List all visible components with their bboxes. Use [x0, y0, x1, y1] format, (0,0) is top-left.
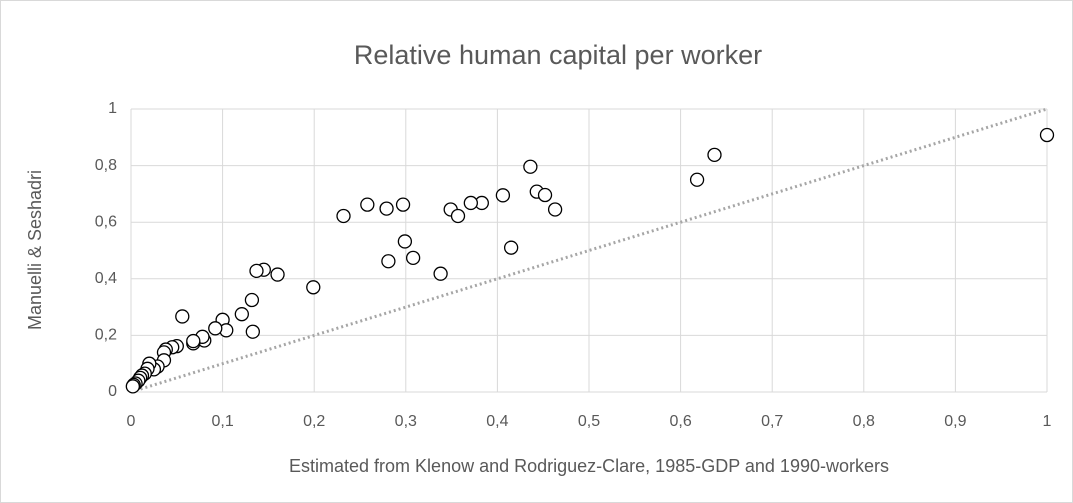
point [707, 147, 722, 162]
point [245, 324, 260, 339]
point [175, 309, 190, 324]
point [405, 250, 421, 266]
point [270, 267, 285, 282]
x-tick-label: 0,9 [944, 413, 966, 430]
point [234, 307, 249, 322]
x-tick-label: 0,8 [853, 413, 875, 430]
point [306, 280, 321, 295]
x-tick-label: 0,2 [303, 413, 325, 430]
x-tick-label: 0,4 [486, 413, 508, 430]
point [208, 321, 223, 336]
x-tick-label: 0,7 [761, 413, 783, 430]
point [244, 292, 260, 308]
chart-title: Relative human capital per worker [354, 40, 762, 70]
point [523, 159, 538, 174]
point [186, 333, 201, 349]
x-tick-label: 0,3 [395, 413, 417, 430]
y-tick-label: 0,6 [95, 213, 117, 230]
point [395, 197, 411, 212]
point [463, 195, 478, 211]
point [125, 379, 140, 394]
y-tick-label: 0 [108, 383, 117, 400]
y-tick-label: 1 [108, 100, 117, 117]
point [1039, 127, 1055, 143]
y-tick-label: 0,2 [95, 327, 117, 344]
x-tick-label: 0,5 [578, 413, 600, 430]
point [495, 188, 511, 203]
point [450, 208, 466, 224]
point [249, 263, 264, 279]
y-tick-label: 0,4 [95, 270, 117, 287]
y-axis-title: Manuelli & Seshadri [25, 170, 45, 330]
point [360, 197, 375, 212]
point [689, 172, 705, 187]
x-tick-label: 0,6 [669, 413, 691, 430]
point [503, 240, 519, 255]
point [379, 201, 394, 216]
x-tick-label: 1 [1043, 413, 1052, 430]
point [381, 254, 396, 269]
y-tick-label: 0,8 [95, 157, 117, 174]
point [433, 266, 448, 281]
point [537, 187, 553, 203]
point [547, 202, 563, 217]
x-axis-title: Estimated from Klenow and Rodriguez-Clar… [289, 456, 889, 476]
point [336, 208, 351, 224]
x-tick-label: 0 [127, 413, 136, 430]
point [397, 234, 413, 249]
x-tick-label: 0,1 [211, 413, 233, 430]
